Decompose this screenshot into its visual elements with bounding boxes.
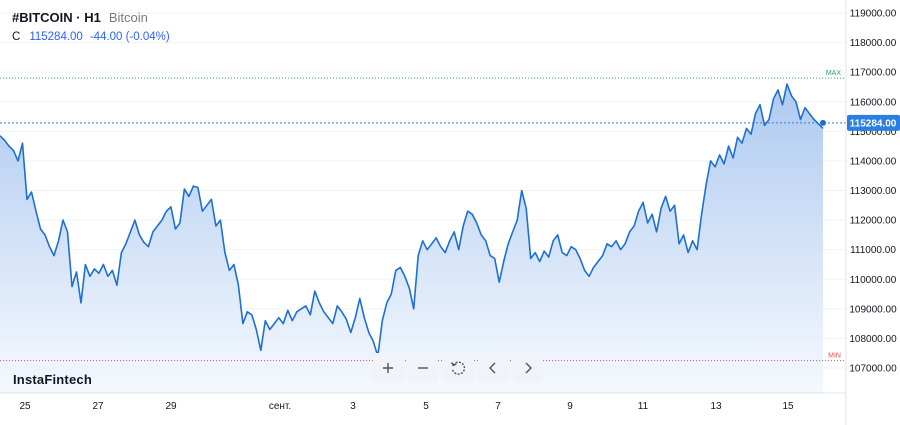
chart-toolbar <box>373 353 543 383</box>
ohlc-legend: C 115284.00 -44.00 (-0.04%) <box>12 31 170 43</box>
scroll-left-button[interactable] <box>478 353 508 383</box>
y-tick-label: 119000.00 <box>850 9 897 20</box>
y-tick-label: 118000.00 <box>850 38 897 49</box>
instrument-name: Bitcoin <box>108 10 148 25</box>
scroll-right-button[interactable] <box>513 353 543 383</box>
x-tick-label: 27 <box>92 401 104 412</box>
y-tick-label: 110000.00 <box>850 275 897 286</box>
y-tick-label: 115000.00 <box>850 127 897 138</box>
y-axis[interactable]: 119000.00 118000.00 117000.00 116000.00 1150… <box>849 9 897 375</box>
reset-icon <box>450 361 466 375</box>
last-price-tag-bg <box>847 114 900 131</box>
min-label: MIN <box>828 353 841 360</box>
x-tick-label: 25 <box>19 401 31 412</box>
x-tick-label: 13 <box>710 401 722 412</box>
x-axis[interactable]: 25 27 29 сент. 3 5 7 9 11 13 15 <box>19 401 794 412</box>
last-price-tag: 115284.00 <box>847 114 900 131</box>
max-label: MAX <box>826 70 842 77</box>
y-tick-label: 107000.00 <box>849 364 897 375</box>
y-tick-label: 111000.00 <box>850 245 896 256</box>
x-tick-label: 9 <box>567 401 573 412</box>
chart-header: #BITCOIN · H1 Bitcoin <box>12 10 148 25</box>
zoom-in-button[interactable] <box>373 353 403 383</box>
brand-logo: InstaFintech <box>13 372 92 387</box>
y-tick-label: 117000.00 <box>850 68 897 79</box>
change-value: -44.00 (-0.04%) <box>89 31 170 43</box>
x-tick-label: 11 <box>638 401 649 412</box>
reset-chart-button[interactable] <box>443 353 473 383</box>
y-tick-label: 112000.00 <box>850 216 897 227</box>
x-tick-label: 15 <box>782 401 794 412</box>
y-tick-label: 116000.00 <box>850 97 897 108</box>
x-tick-label: сент. <box>269 401 291 412</box>
zoom-out-button[interactable] <box>408 353 438 383</box>
x-tick-label: 5 <box>423 401 429 412</box>
close-value: 115284.00 <box>29 31 83 43</box>
x-tick-label: 29 <box>165 401 177 412</box>
symbol-title: #BITCOIN · H1 <box>12 10 101 25</box>
plus-icon <box>383 363 393 373</box>
price-area-fill <box>0 84 823 393</box>
y-tick-label: 108000.00 <box>849 334 897 345</box>
chevron-right-icon <box>525 362 532 374</box>
x-tick-label: 7 <box>495 401 501 412</box>
y-tick-label: 109000.00 <box>849 304 897 315</box>
price-line <box>0 83 824 357</box>
close-label: C <box>12 31 21 43</box>
x-tick-label: 3 <box>350 401 356 412</box>
y-tick-label: 114000.00 <box>850 156 897 167</box>
last-price-tag-text: 115284.00 <box>850 118 897 129</box>
y-tick-label: 113000.00 <box>850 186 897 197</box>
minus-icon <box>418 367 428 369</box>
chevron-left-icon <box>489 362 496 374</box>
last-price-dot <box>820 119 826 126</box>
